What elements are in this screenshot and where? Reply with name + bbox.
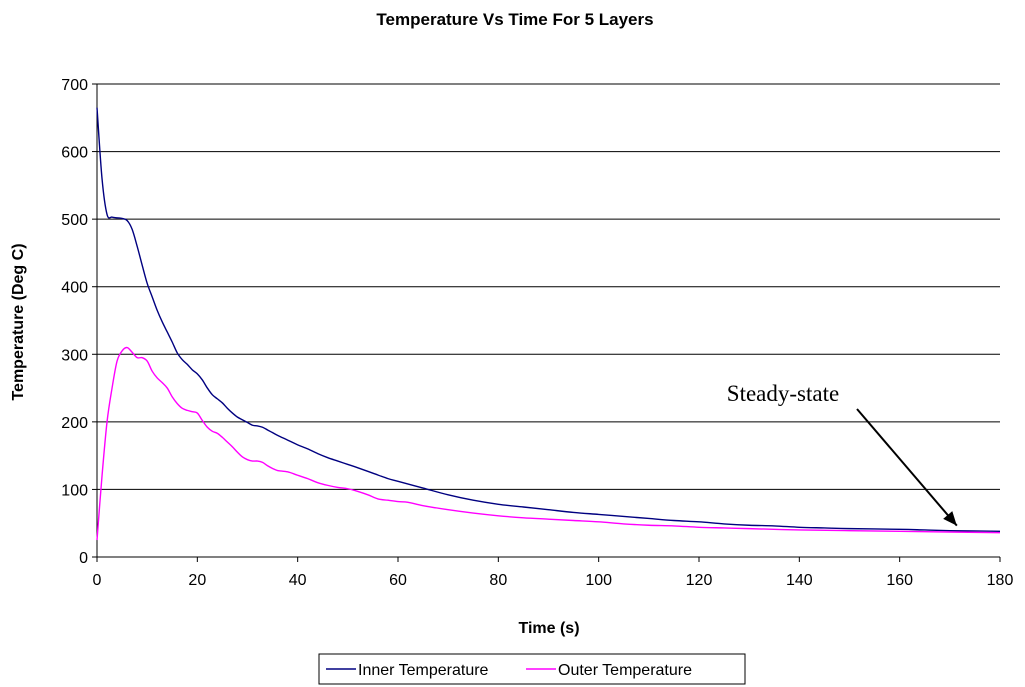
x-tick-label-8: 160	[886, 572, 913, 589]
y-axis-label: Temperature (Deg C)	[10, 243, 27, 400]
y-tick-label-3: 300	[61, 347, 88, 364]
annotation: Steady-state	[727, 381, 958, 527]
axes	[92, 83, 1001, 562]
legend: Inner Temperature Outer Temperature	[318, 653, 746, 685]
x-tick-label-0: 0	[93, 572, 102, 589]
chart-title: Temperature Vs Time For 5 Layers	[376, 10, 653, 29]
series-lines	[96, 107, 1001, 541]
y-tick-label-7: 700	[61, 77, 88, 94]
y-tick-label-2: 200	[61, 415, 88, 432]
y-tick-label-1: 100	[61, 482, 88, 499]
legend-label-inner: Inner Temperature	[358, 662, 489, 679]
x-tick-label-2: 40	[289, 572, 307, 589]
series-line-inner	[96, 107, 1001, 533]
legend-label-outer: Outer Temperature	[558, 662, 692, 679]
annotation-text: Steady-state	[727, 381, 839, 406]
y-tick-label-5: 500	[61, 212, 88, 229]
x-tick-label-6: 120	[686, 572, 713, 589]
x-tick-label-7: 140	[786, 572, 813, 589]
y-tick-label-6: 600	[61, 145, 88, 162]
gridlines	[97, 83, 1000, 490]
x-axis-label: Time (s)	[518, 620, 579, 637]
annotation-arrow-line	[856, 408, 958, 527]
series-line-outer	[96, 346, 1001, 541]
annotation-arrowhead	[943, 511, 957, 526]
x-tick-label-1: 20	[188, 572, 206, 589]
x-tick-label-5: 100	[585, 572, 612, 589]
tick-labels: 0 100 200 300 400 500 600 700 0 20 40 60 80 100 120 140…	[61, 77, 1013, 589]
y-tick-label-4: 400	[61, 280, 88, 297]
x-tick-label-3: 60	[389, 572, 407, 589]
x-tick-label-4: 80	[489, 572, 507, 589]
y-tick-label-0: 0	[79, 550, 88, 567]
x-tick-label-9: 180	[987, 572, 1014, 589]
